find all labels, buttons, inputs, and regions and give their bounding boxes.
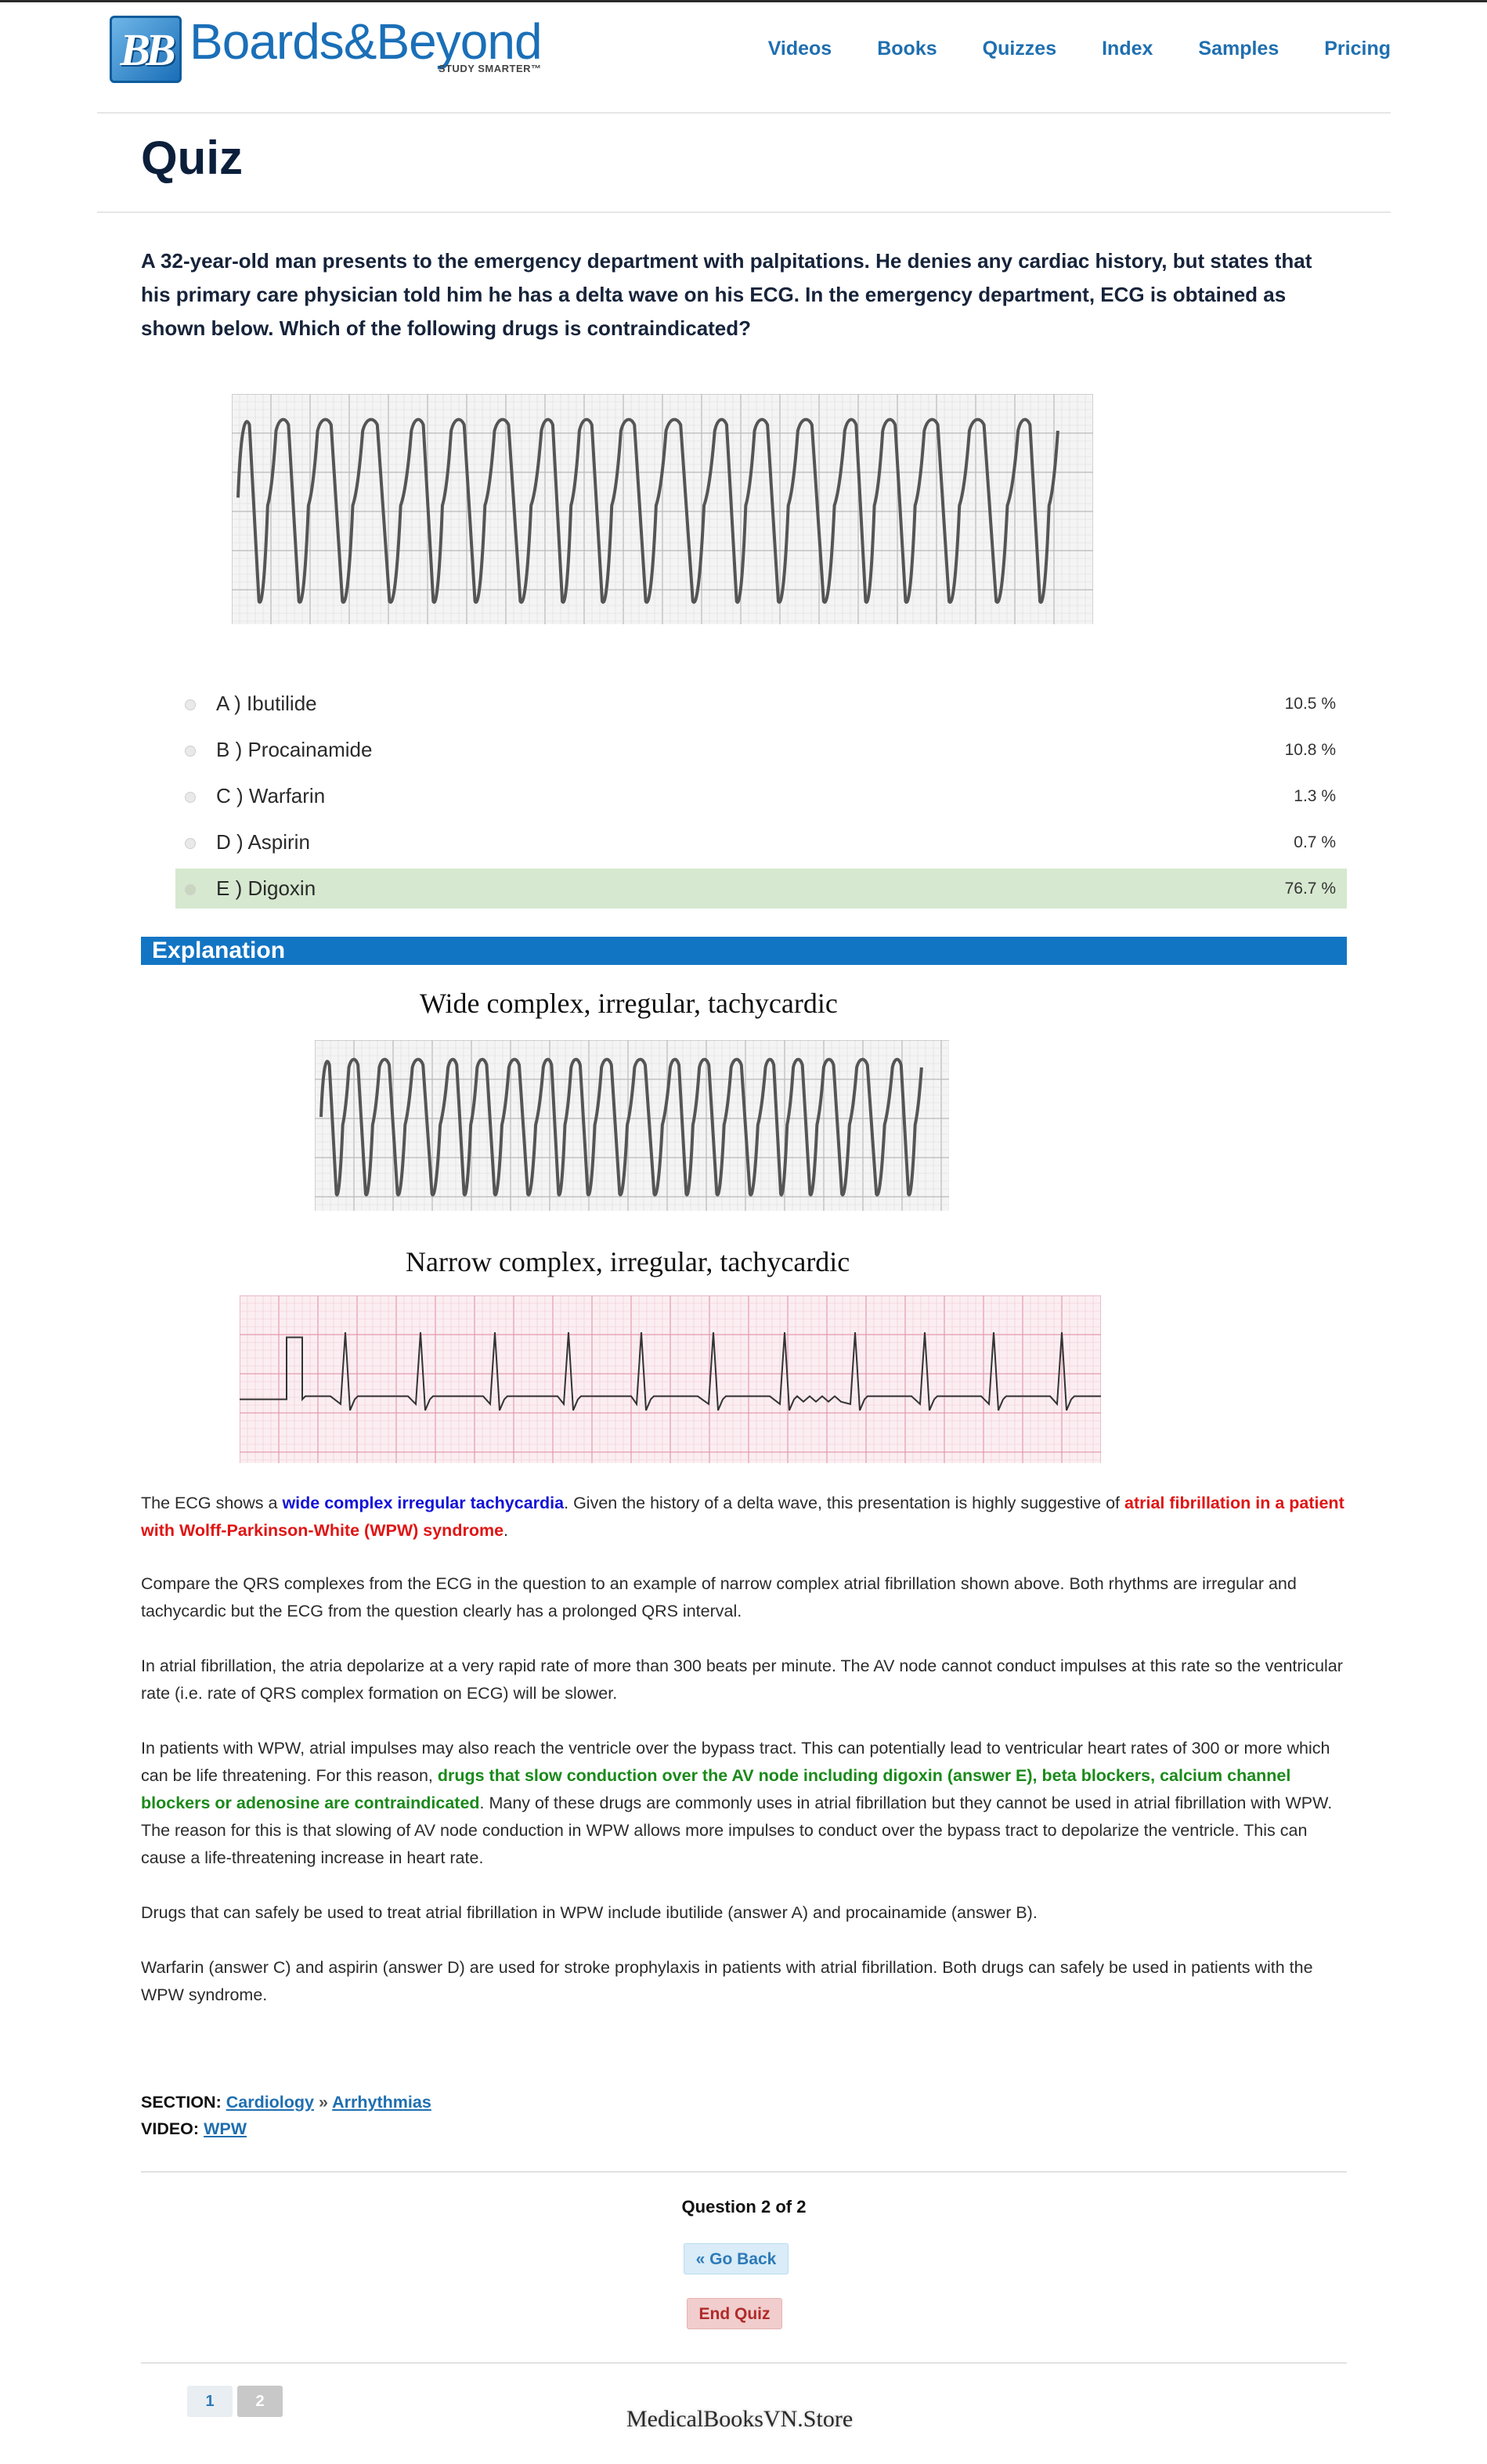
section-line: SECTION: Cardiology » Arrhythmias bbox=[141, 2089, 431, 2115]
answer-option-c[interactable]: C ) Warfarin 1.3 % bbox=[175, 776, 1347, 816]
caption-narrow-complex: Narrow complex, irregular, tachycardic bbox=[406, 1246, 850, 1277]
video-link-wpw[interactable]: WPW bbox=[204, 2119, 247, 2138]
narrow-complex-ecg-image bbox=[240, 1295, 1101, 1463]
logo-text: Boards&Beyond STUDY SMARTER™ bbox=[189, 13, 543, 74]
go-back-button[interactable]: « Go Back bbox=[684, 2243, 789, 2274]
explanation-paragraph-3: In atrial fibrillation, the atria depola… bbox=[141, 1657, 1343, 1703]
main-nav: Videos Books Quizzes Index Samples Prici… bbox=[768, 38, 1391, 60]
logo-tagline: STUDY SMARTER™ bbox=[438, 63, 542, 74]
section-label: SECTION: bbox=[141, 2093, 222, 2112]
page-1-button[interactable]: 1 bbox=[187, 2386, 233, 2417]
answer-percent: 1.3 % bbox=[1294, 786, 1336, 805]
answer-percent: 0.7 % bbox=[1294, 833, 1336, 851]
logo-name: Boards&Beyond bbox=[189, 13, 543, 70]
radio-icon[interactable] bbox=[185, 699, 196, 710]
answer-percent: 76.7 % bbox=[1284, 879, 1336, 898]
nav-samples[interactable]: Samples bbox=[1198, 38, 1279, 60]
question-ecg-image bbox=[232, 394, 1093, 624]
video-line: VIDEO: WPW bbox=[141, 2115, 247, 2142]
answer-list: A ) Ibutilide 10.5 % B ) Procainamide 10… bbox=[175, 684, 1347, 915]
wide-complex-ecg-image bbox=[315, 1040, 949, 1211]
page-title: Quiz bbox=[141, 132, 243, 184]
section-link-cardiology[interactable]: Cardiology bbox=[226, 2093, 315, 2112]
divider-bottom bbox=[141, 2362, 1347, 2364]
video-label: VIDEO: bbox=[141, 2119, 200, 2138]
answer-label: E ) Digoxin bbox=[216, 876, 316, 900]
title-bar: Quiz bbox=[97, 114, 1391, 213]
explanation-paragraph-5: Drugs that can safely be used to treat a… bbox=[141, 1903, 1038, 1922]
nav-books[interactable]: Books bbox=[877, 38, 937, 60]
watermark: MedicalBooksVN.Store bbox=[626, 2406, 854, 2432]
explanation-paragraph-4: In patients with WPW, atrial impulses ma… bbox=[141, 1739, 1333, 1867]
explanation-header: Explanation bbox=[141, 937, 1347, 965]
nav-quizzes[interactable]: Quizzes bbox=[982, 38, 1057, 60]
answer-percent: 10.8 % bbox=[1284, 740, 1336, 759]
answer-option-a[interactable]: A ) Ibutilide 10.5 % bbox=[175, 684, 1347, 724]
answer-option-b[interactable]: B ) Procainamide 10.8 % bbox=[175, 730, 1347, 770]
radio-icon[interactable] bbox=[185, 746, 196, 757]
explanation-paragraph-6: Warfarin (answer C) and aspirin (answer … bbox=[141, 1958, 1313, 2004]
answer-label: A ) Ibutilide bbox=[216, 692, 317, 715]
breadcrumb-separator: » bbox=[319, 2093, 328, 2112]
explanation-heading: Explanation bbox=[152, 938, 286, 963]
answer-percent: 10.5 % bbox=[1284, 694, 1336, 713]
top-border bbox=[0, 0, 1487, 2]
nav-index[interactable]: Index bbox=[1102, 38, 1153, 60]
answer-option-e[interactable]: E ) Digoxin 76.7 % bbox=[175, 869, 1347, 909]
divider-top bbox=[141, 2171, 1347, 2173]
radio-icon[interactable] bbox=[185, 792, 196, 803]
pagination: 1 2 bbox=[187, 2386, 287, 2417]
nav-videos[interactable]: Videos bbox=[767, 38, 832, 60]
answer-label: C ) Warfarin bbox=[216, 784, 326, 807]
question-text: A 32-year-old man presents to the emerge… bbox=[141, 249, 1312, 340]
logo-badge-icon: BB bbox=[110, 16, 182, 83]
explanation-paragraph-2: Compare the QRS complexes from the ECG i… bbox=[141, 1574, 1297, 1620]
explanation-paragraph-1: The ECG shows a wide complex irregular t… bbox=[141, 1494, 1344, 1540]
nav-pricing[interactable]: Pricing bbox=[1324, 38, 1391, 60]
radio-icon[interactable] bbox=[185, 884, 196, 895]
page-2-button[interactable]: 2 bbox=[237, 2386, 283, 2417]
answer-label: D ) Aspirin bbox=[216, 830, 310, 854]
end-quiz-button[interactable]: End Quiz bbox=[687, 2298, 782, 2329]
section-link-arrhythmias[interactable]: Arrhythmias bbox=[332, 2093, 431, 2112]
answer-label: B ) Procainamide bbox=[216, 738, 373, 761]
caption-wide-complex: Wide complex, irregular, tachycardic bbox=[420, 988, 838, 1019]
site-header: BB Boards&Beyond STUDY SMARTER™ Videos B… bbox=[97, 0, 1391, 114]
answer-option-d[interactable]: D ) Aspirin 0.7 % bbox=[175, 822, 1347, 862]
question-counter: Question 2 of 2 bbox=[681, 2197, 807, 2217]
radio-icon[interactable] bbox=[185, 838, 196, 849]
boards-beyond-logo[interactable]: BB Boards&Beyond STUDY SMARTER™ bbox=[110, 13, 543, 85]
